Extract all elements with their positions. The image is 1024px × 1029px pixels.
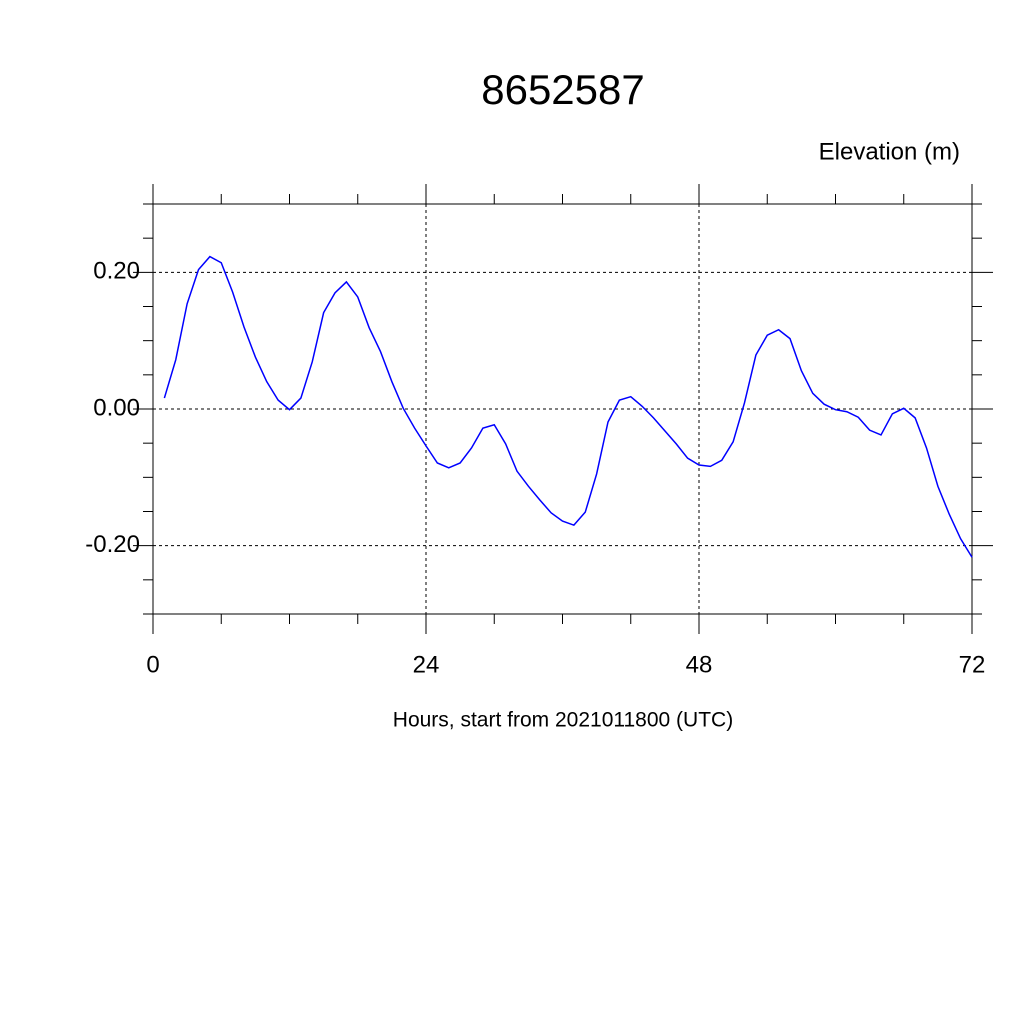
y-tick-label: 0.20 xyxy=(93,258,140,285)
x-tick-label: 48 xyxy=(686,651,713,678)
x-tick-label: 24 xyxy=(413,651,440,678)
chart-title: 8652587 xyxy=(481,66,645,113)
y-tick-label: -0.20 xyxy=(85,531,140,558)
x-tick-label: 72 xyxy=(959,651,986,678)
x-axis-label: Hours, start from 2021011800 (UTC) xyxy=(393,709,733,732)
data-line xyxy=(163,255,973,558)
y-axis-label: Elevation (m) xyxy=(819,138,960,165)
x-tick-label: 0 xyxy=(146,651,159,678)
y-tick-label: 0.00 xyxy=(93,394,140,421)
